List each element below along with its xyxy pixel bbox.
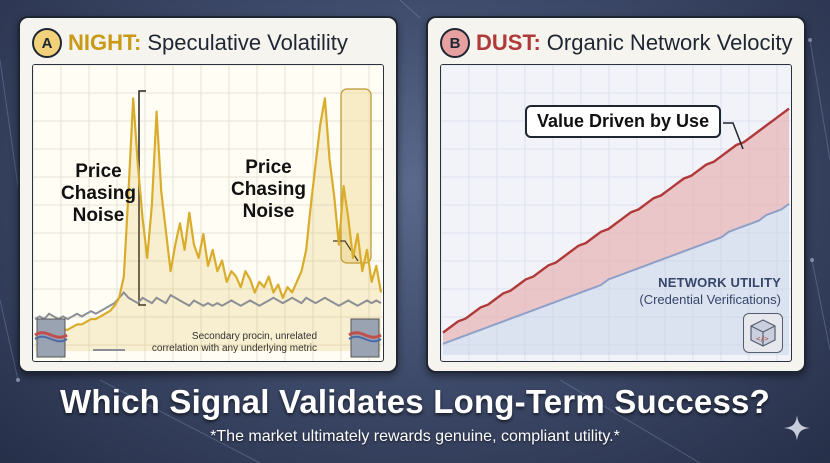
secondary-note: Secondary procin, unrelated correlation … bbox=[151, 331, 317, 354]
panel-night: A NIGHT: Speculative Volatility Price Ch… bbox=[18, 16, 398, 373]
title-night-rest: Speculative Volatility bbox=[147, 30, 348, 55]
title-dust-key: DUST: bbox=[476, 30, 541, 55]
pillar-icon bbox=[348, 318, 382, 358]
series-utility-line bbox=[442, 202, 790, 345]
title-dust-rest: Organic Network Velocity bbox=[546, 30, 793, 55]
badge-b: B bbox=[440, 28, 470, 58]
series-secondary-line bbox=[34, 290, 382, 321]
panel-dust: B DUST: Organic Network Velocity Value D… bbox=[426, 16, 806, 373]
series-night-line bbox=[35, 97, 383, 339]
pillar-icon bbox=[34, 318, 68, 358]
title-night-key: NIGHT: bbox=[68, 30, 142, 55]
badge-a: A bbox=[32, 28, 62, 58]
annotation-price-noise-right: Price Chasing Noise bbox=[231, 157, 306, 222]
utility-subtitle: (Credential Verifications) bbox=[639, 292, 781, 307]
night-chart-svg bbox=[33, 65, 383, 361]
bracket bbox=[138, 90, 146, 306]
dust-chart: Value Driven by Use NETWORK UTILITY (Cre… bbox=[440, 64, 792, 362]
utility-area bbox=[443, 203, 789, 355]
network-utility-label: NETWORK UTILITY (Credential Verification… bbox=[639, 275, 781, 307]
headline: Which Signal Validates Long-Term Success… bbox=[60, 383, 770, 420]
panel-b-title: B DUST: Organic Network Velocity bbox=[440, 28, 793, 58]
night-chart: Price Chasing Noise Price Chasing Noise … bbox=[32, 64, 384, 362]
utility-title: NETWORK UTILITY bbox=[658, 275, 781, 290]
callout-value-driven: Value Driven by Use bbox=[525, 105, 722, 138]
subline: *The market ultimately rewards genuine, … bbox=[210, 428, 620, 445]
svg-text:</>: </> bbox=[756, 335, 769, 343]
annotation-price-noise-left: Price Chasing Noise bbox=[61, 161, 136, 226]
velocity-area bbox=[443, 108, 789, 344]
sparkle-icon bbox=[784, 415, 810, 441]
panel-a-title: A NIGHT: Speculative Volatility bbox=[32, 28, 348, 58]
gridlines bbox=[33, 65, 383, 361]
series-velocity-line bbox=[442, 107, 790, 334]
callout-pointer bbox=[723, 122, 744, 150]
server-cube-icon: </> bbox=[743, 313, 783, 353]
